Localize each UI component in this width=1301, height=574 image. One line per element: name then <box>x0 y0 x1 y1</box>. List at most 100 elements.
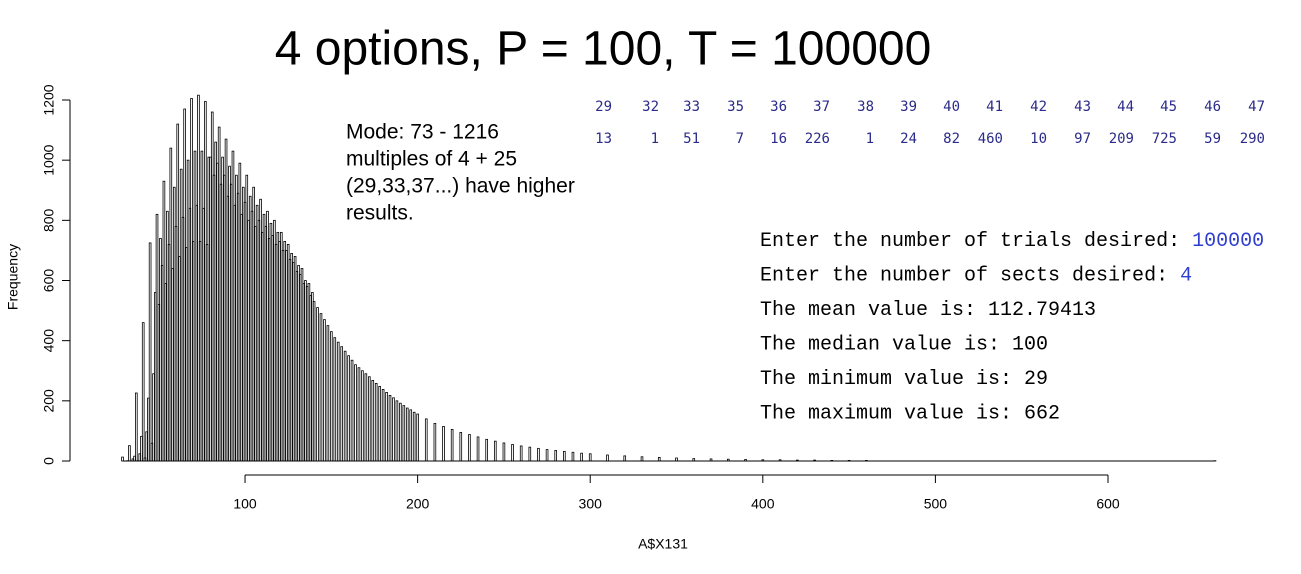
bar <box>323 319 326 462</box>
bar <box>588 453 592 462</box>
bar <box>409 409 413 462</box>
y-tick-label: 600 <box>41 269 57 293</box>
bar <box>796 459 799 462</box>
bar <box>312 301 316 462</box>
x-tick-label: 500 <box>924 496 948 512</box>
console-text: The mean value is: 112.79413 <box>760 299 1096 322</box>
bar <box>388 395 392 462</box>
bar <box>563 450 566 462</box>
table-count: 290 <box>1240 131 1265 147</box>
bar <box>347 355 350 462</box>
bar <box>412 411 416 462</box>
bar <box>865 459 868 462</box>
bar <box>571 451 575 462</box>
x-tick-label: 400 <box>751 496 775 512</box>
y-tick-label: 800 <box>41 208 57 232</box>
table-value: 41 <box>986 99 1003 115</box>
bar <box>468 434 471 462</box>
bar <box>333 337 337 462</box>
bar <box>385 392 388 462</box>
x-axis-label: A$X131 <box>638 536 688 552</box>
table-value: 46 <box>1204 99 1221 115</box>
bar <box>459 432 463 462</box>
console-text: The maximum value is: 662 <box>760 403 1060 426</box>
x-tick-label: 100 <box>233 496 257 512</box>
bar <box>371 379 375 462</box>
table-value: 45 <box>1160 99 1177 115</box>
bar <box>357 367 361 462</box>
table-count: 16 <box>770 131 787 147</box>
table-value: 43 <box>1074 99 1091 115</box>
console-text: Enter the number of sects desired: <box>760 265 1180 288</box>
table-value: 42 <box>1030 99 1047 115</box>
y-tick-label: 1200 <box>41 84 57 115</box>
bar <box>537 447 540 462</box>
bar <box>726 458 730 462</box>
bar <box>141 322 145 462</box>
y-tick-label: 400 <box>41 329 57 353</box>
table-value: 32 <box>642 99 659 115</box>
bar <box>330 331 333 462</box>
bar <box>392 397 395 462</box>
table-count: 226 <box>805 131 830 147</box>
bar <box>554 450 558 462</box>
bar <box>316 307 319 462</box>
table-value: 40 <box>943 99 960 115</box>
table-value: 36 <box>770 99 787 115</box>
bar <box>340 346 343 462</box>
table-count: 59 <box>1204 131 1221 147</box>
bar <box>545 449 549 462</box>
table-count: 13 <box>595 131 612 147</box>
bar <box>319 313 323 462</box>
console-line: The minimum value is: 29 <box>760 368 1048 391</box>
console-line: The median value is: 100 <box>760 334 1048 357</box>
bar <box>623 455 627 462</box>
bar <box>378 385 381 462</box>
bar <box>381 389 385 462</box>
console-input: 100000 <box>1192 230 1264 253</box>
table-value: 39 <box>900 99 917 115</box>
console-input: 4 <box>1180 265 1192 288</box>
bar <box>326 325 330 462</box>
bar <box>148 242 152 462</box>
bar <box>433 422 437 462</box>
annotation: results. <box>346 202 414 225</box>
x-tick-label: 300 <box>579 496 603 512</box>
table-value: 44 <box>1117 99 1134 115</box>
bar <box>485 438 488 462</box>
table-count: 7 <box>736 131 744 147</box>
x-tick-label: 600 <box>1096 496 1120 512</box>
bar <box>813 459 816 462</box>
bar <box>493 440 497 462</box>
console-text: Enter the number of trials desired: <box>760 230 1192 253</box>
y-tick-label: 1000 <box>41 144 57 175</box>
bar <box>761 459 765 462</box>
bar <box>399 402 402 462</box>
bar <box>395 400 399 462</box>
table-value: 37 <box>813 99 830 115</box>
bar <box>692 458 696 462</box>
bar <box>502 442 506 462</box>
bar <box>405 407 409 462</box>
console-line: Enter the number of trials desired: 1000… <box>760 230 1264 253</box>
bar <box>343 350 347 462</box>
bar <box>744 459 747 462</box>
bar <box>657 456 661 462</box>
table-count: 82 <box>943 131 960 147</box>
bar <box>368 376 371 462</box>
bar <box>640 456 644 462</box>
bar <box>424 418 428 462</box>
table-count: 209 <box>1109 131 1134 147</box>
y-tick-label: 0 <box>41 457 57 465</box>
bar <box>606 454 609 462</box>
y-tick-label: 200 <box>41 389 57 413</box>
console-text: The minimum value is: 29 <box>760 368 1048 391</box>
bar <box>476 436 480 462</box>
bar <box>675 457 678 462</box>
table-count: 460 <box>978 131 1003 147</box>
table-count: 1 <box>866 131 874 147</box>
annotation: Mode: 73 - 1216 <box>346 121 499 144</box>
table-count: 10 <box>1030 131 1047 147</box>
console-line: Enter the number of sects desired: 4 <box>760 265 1192 288</box>
bar <box>709 458 713 462</box>
